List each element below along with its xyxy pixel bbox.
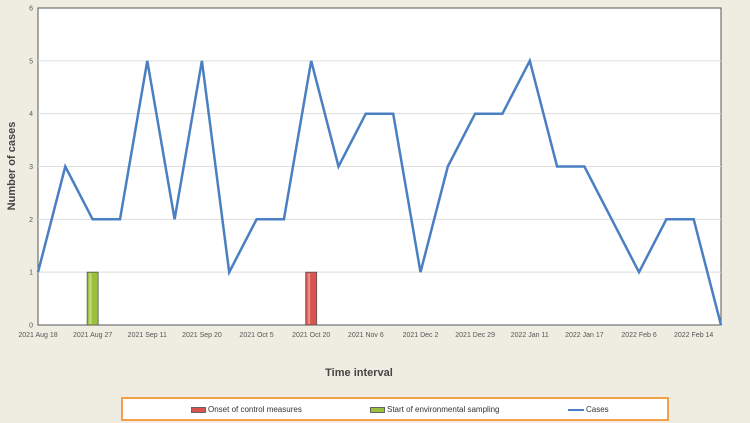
legend-label-control: Onset of control measures	[208, 405, 302, 414]
y-tick-4: 4	[29, 111, 33, 118]
legend-item-control: Onset of control measures	[191, 405, 302, 414]
y-tick-5: 5	[29, 58, 33, 65]
legend-swatch-cases	[568, 408, 584, 411]
y-tick-0: 0	[29, 323, 33, 330]
series-line-cases	[36, 57, 723, 326]
legend-swatch-control	[191, 406, 206, 413]
y-tick-2: 2	[29, 217, 33, 224]
y-tick-1: 1	[29, 270, 33, 277]
legend-label-sampling: Start of environmental sampling	[387, 405, 500, 414]
bar-highlight	[89, 273, 92, 324]
legend-swatch-sampling	[370, 406, 385, 413]
grid-lines	[38, 60, 721, 273]
x-tick-label: 2021 Sep 20	[182, 332, 222, 339]
bar-highlight	[307, 273, 311, 324]
x-tick-label: 2021 Sep 11	[128, 332, 167, 339]
bar-onset-of-control-measures	[305, 271, 318, 326]
y-tick-6: 6	[29, 6, 33, 13]
x-tick-label: 2021 Dec 29	[455, 332, 495, 339]
y-axis-title: Number of cases	[6, 122, 18, 211]
x-tick-label: 2021 Oct 20	[292, 332, 330, 339]
x-tick-label: 2021 Aug 27	[73, 332, 112, 339]
x-tick-label: 2021 Dec 2	[403, 332, 439, 339]
x-tick-label: 2022 Feb 14	[674, 332, 713, 339]
x-tick-label: 2022 Jan 17	[565, 332, 604, 339]
x-tick-label: 2021 Oct 5	[239, 332, 273, 339]
x-tick-label: 2022 Feb 6	[621, 332, 657, 339]
legend-label-cases: Cases	[586, 405, 609, 414]
y-tick-labels: 0 1 2 3 4 5 6	[29, 6, 33, 330]
legend-item-sampling: Start of environmental sampling	[370, 405, 500, 414]
x-tick-label: 2021 Nov 6	[348, 332, 384, 339]
event-bars	[86, 271, 318, 326]
legend: Onset of control measures Start of envir…	[121, 397, 669, 421]
bar-start-of-environmental-sampling	[86, 271, 99, 326]
legend-item-cases: Cases	[568, 405, 609, 414]
cases-line	[36, 57, 723, 326]
y-tick-3: 3	[29, 164, 33, 171]
x-tick-label: 2021 Aug 18	[18, 332, 57, 339]
x-axis-title: Time interval	[325, 367, 393, 379]
x-tick-label: 2022 Jan 11	[511, 332, 549, 339]
x-tick-labels: 2021 Aug 18 2021 Aug 27 2021 Sep 11 2021 Se…	[18, 332, 713, 339]
